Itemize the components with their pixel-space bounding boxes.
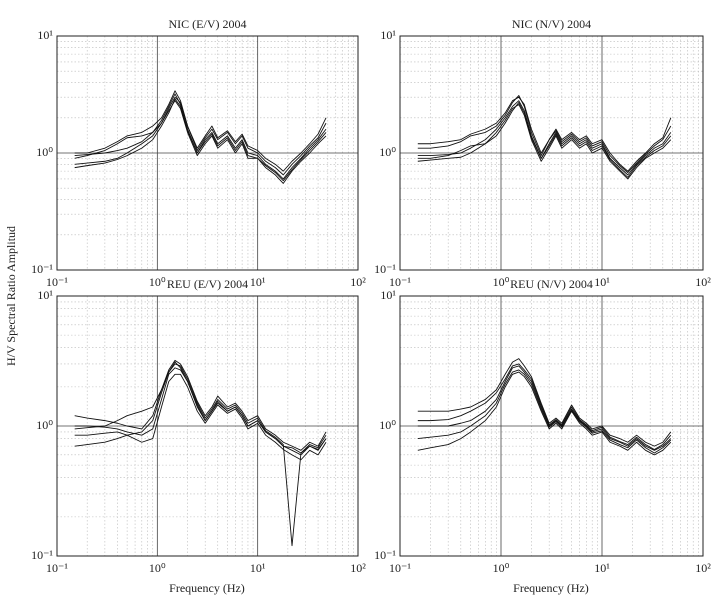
y-tick-label: 10⁰ — [379, 418, 396, 432]
x-tick-label: 10² — [695, 561, 711, 575]
y-tick-label: 10⁻¹ — [374, 262, 396, 276]
x-tick-label: 10⁰ — [149, 561, 166, 575]
plot-frame — [399, 35, 704, 271]
data-line — [74, 96, 327, 176]
data-line — [417, 95, 672, 172]
y-tick-label: 10⁻¹ — [31, 548, 53, 562]
x-tick-label: 10¹ — [250, 561, 266, 575]
y-tick-label: 10¹ — [380, 28, 396, 42]
x-tick-label: 10⁻¹ — [389, 275, 411, 289]
x-tick-label: 10¹ — [594, 275, 610, 289]
data-line — [417, 369, 672, 454]
x-tick-label: 10⁻¹ — [46, 561, 68, 575]
plot-frame — [56, 35, 359, 271]
data-line — [417, 100, 672, 176]
data-line — [74, 93, 327, 180]
data-line — [74, 373, 327, 461]
y-tick-label: 10¹ — [37, 28, 53, 42]
plot-frame — [56, 295, 359, 557]
y-tick-label: 10⁰ — [36, 145, 53, 159]
x-tick-label: 10¹ — [594, 561, 610, 575]
x-tick-label: 10⁻¹ — [389, 561, 411, 575]
data-line — [74, 361, 327, 454]
data-line — [74, 98, 327, 182]
x-tick-label: 10⁻¹ — [46, 275, 68, 289]
chart-title: REU (N/V) 2004 — [510, 277, 593, 291]
y-tick-label: 10⁻¹ — [374, 548, 396, 562]
chart-title: NIC (N/V) 2004 — [512, 17, 591, 31]
data-line — [74, 363, 327, 547]
data-line — [74, 100, 327, 184]
x-tick-label: 10¹ — [250, 275, 266, 289]
data-line — [417, 358, 672, 447]
data-line — [417, 102, 672, 178]
data-line — [417, 96, 672, 174]
data-line — [417, 363, 672, 450]
x-axis-label: Frequency (Hz) — [169, 581, 245, 595]
data-line — [74, 359, 327, 451]
y-axis-label: H/V Spectral Ratio Amplitud — [4, 226, 18, 366]
x-tick-label: 10² — [695, 275, 711, 289]
x-tick-label: 10² — [350, 561, 366, 575]
x-tick-label: 10⁰ — [493, 561, 510, 575]
x-tick-label: 10⁰ — [149, 275, 166, 289]
x-tick-label: 10⁰ — [493, 275, 510, 289]
y-tick-label: 10⁰ — [36, 418, 53, 432]
panel: 10⁻¹ 10⁰ 10¹ 10² 10⁻¹ 10⁰ 10¹ NIC (N/V) 2004 — [374, 17, 711, 289]
data-line — [417, 104, 672, 180]
data-line — [417, 365, 672, 451]
data-line — [74, 90, 327, 172]
y-tick-label: 10⁰ — [379, 145, 396, 159]
y-tick-label: 10¹ — [37, 288, 53, 302]
chart-title: REU (E/V) 2004 — [167, 277, 248, 291]
chart-title: NIC (E/V) 2004 — [169, 17, 247, 31]
x-tick-label: 10² — [350, 275, 366, 289]
panel: 10⁻¹ 10⁰ 10¹ 10² 10⁻¹ 10⁰ 10¹ NIC (E/V) 2004 — [31, 17, 366, 289]
plot-frame — [399, 295, 704, 557]
data-line — [417, 371, 672, 456]
x-axis-label: Frequency (Hz) — [513, 581, 589, 595]
y-tick-label: 10⁻¹ — [31, 262, 53, 276]
y-tick-label: 10¹ — [380, 288, 396, 302]
